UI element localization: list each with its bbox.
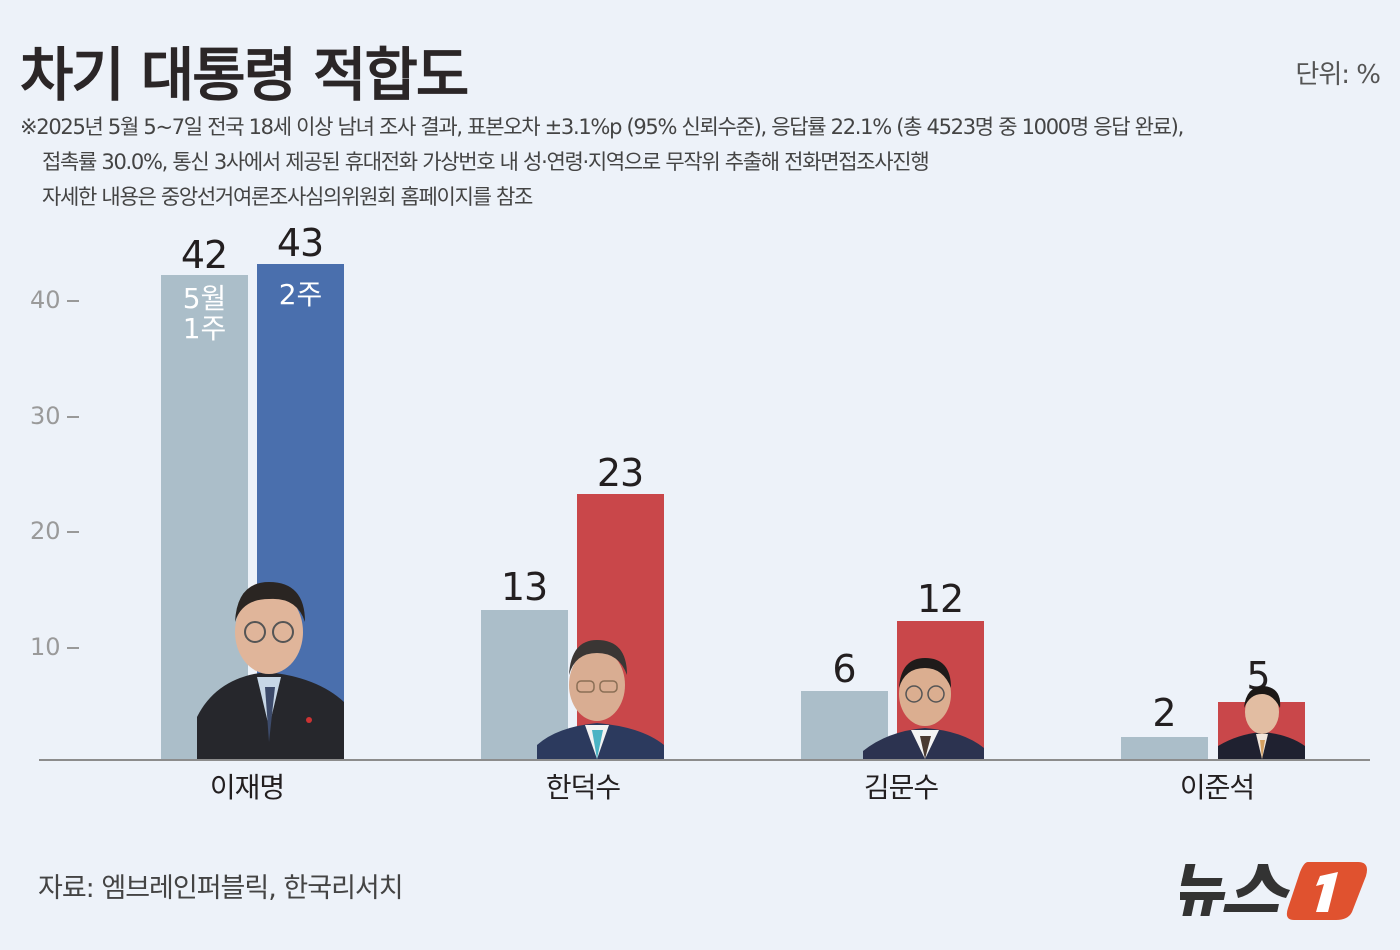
bar-lee-junseok-prev <box>1121 737 1208 760</box>
candidate-name-lee-junseok: 이준석 <box>1179 771 1255 804</box>
value-han-ducksoo-prev: 13 <box>500 565 548 609</box>
value-lee-junseok-prev: 2 <box>1152 691 1176 735</box>
news1-logo <box>1171 852 1370 922</box>
y-tick-30: 30 <box>30 402 80 430</box>
x-axis-baseline <box>39 759 1370 761</box>
photo-han-ducksoo <box>537 635 664 759</box>
y-tick-20: 20 <box>30 517 80 545</box>
label-week-curr: 2주 <box>278 278 323 311</box>
survey-note-line3: 자세한 내용은 중앙선거여론조사심의위원회 홈페이지를 참조 <box>42 185 533 209</box>
value-kim-moonsoo-prev: 6 <box>832 647 856 691</box>
survey-note-line1: ※2025년 5월 5~7일 전국 18세 이상 남녀 조사 결과, 표본오차 … <box>20 115 1184 139</box>
value-han-ducksoo-curr: 23 <box>596 451 644 495</box>
label-week-prev: 5월 1주 <box>182 282 227 345</box>
photo-kim-moonsoo <box>863 656 984 759</box>
y-tick-40: 40 <box>30 286 80 314</box>
survey-note: ※2025년 5월 5~7일 전국 18세 이상 남녀 조사 결과, 표본오차 … <box>20 110 1184 215</box>
candidate-name-han-ducksoo: 한덕수 <box>545 771 621 804</box>
photo-lee-junseok <box>1218 686 1305 759</box>
value-lee-jaemyung-prev: 42 <box>180 233 228 277</box>
value-kim-moonsoo-curr: 12 <box>916 577 964 621</box>
photo-lee-jaemyung <box>197 577 344 759</box>
candidate-name-kim-moonsoo: 김문수 <box>863 771 939 804</box>
bar-lee-jaemyung-prev <box>161 275 248 760</box>
page-title: 차기 대통령 적합도 <box>20 41 469 109</box>
y-tick-10: 10 <box>30 633 80 661</box>
unit-label: 단위: % <box>1295 60 1381 90</box>
survey-note-line2: 접촉률 30.0%, 통신 3사에서 제공된 휴대전화 가상번호 내 성·연령·… <box>42 150 930 174</box>
value-lee-jaemyung-curr: 43 <box>276 221 324 265</box>
source-label: 자료: 엠브레인퍼블릭, 한국리서치 <box>38 873 404 904</box>
candidate-name-lee-jaemyung: 이재명 <box>209 771 285 804</box>
